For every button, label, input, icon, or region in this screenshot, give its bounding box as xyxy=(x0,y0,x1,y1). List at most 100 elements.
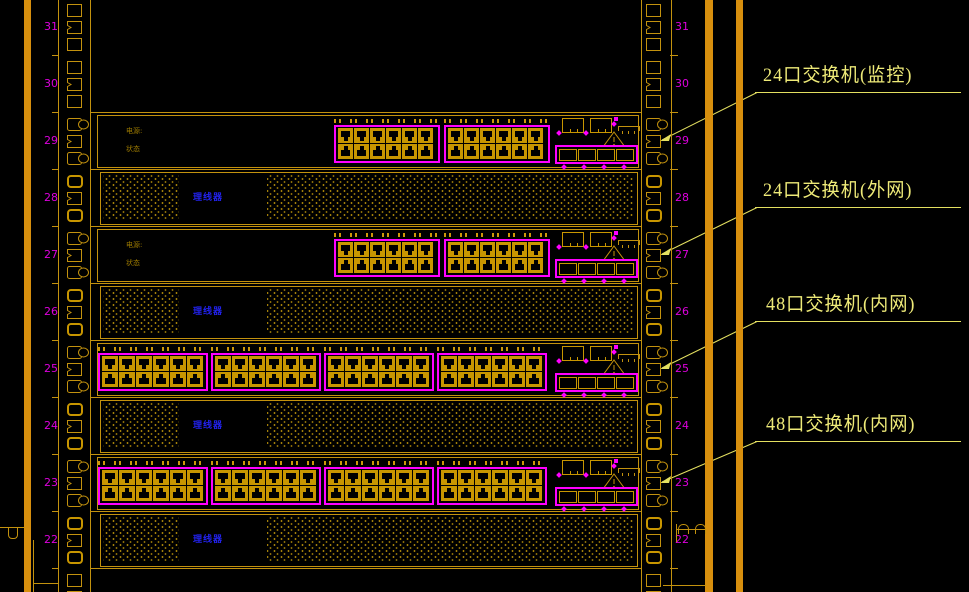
rj45-port xyxy=(526,470,542,485)
cable-manager-panel: 理线器 xyxy=(100,400,638,453)
rj45-tab xyxy=(359,137,364,141)
rack-unit-number-left: 25 xyxy=(44,362,58,375)
rj45-tab xyxy=(515,479,519,483)
rj45-tab xyxy=(289,479,293,483)
rj45-tab xyxy=(498,374,502,378)
rj45-slot xyxy=(357,245,366,251)
rj45-slot xyxy=(399,359,409,365)
rj45-tab xyxy=(334,479,338,483)
rj45-slot xyxy=(531,150,540,156)
vent-tick xyxy=(622,359,623,362)
rj45-slot xyxy=(190,473,200,479)
callout-label-switch48-intranet-1: 48口交换机(内网) xyxy=(766,294,916,315)
rj45-slot xyxy=(139,359,149,365)
screw-hole xyxy=(67,494,89,507)
mounting-hole-slot xyxy=(646,192,670,205)
screw-hole xyxy=(67,460,89,473)
rj45-port xyxy=(396,372,412,387)
rj45-tab xyxy=(343,251,348,255)
rj45-port xyxy=(249,470,265,485)
rj45-tab xyxy=(469,251,474,255)
rack-unit-number-right: 24 xyxy=(675,419,689,432)
rj45-slot xyxy=(499,150,508,156)
rj45-slot xyxy=(235,378,245,384)
cage-nut-hole xyxy=(67,249,82,262)
mounting-hole xyxy=(67,289,83,302)
rj45-tab xyxy=(142,365,146,369)
mounting-hole-slot xyxy=(67,437,91,450)
switch-face-text: 电源: xyxy=(126,127,143,135)
console-port-notch xyxy=(598,129,606,132)
rj45-tab xyxy=(469,260,474,264)
rj45-port xyxy=(187,372,203,387)
mounting-hole xyxy=(67,61,82,74)
sfp-slot-strip xyxy=(555,373,638,392)
frame-line xyxy=(670,283,678,284)
rj45-tab xyxy=(498,365,502,369)
vent-tick xyxy=(628,131,629,134)
screw-hole xyxy=(67,380,89,393)
mounting-hole xyxy=(646,403,662,416)
rj45-slot xyxy=(139,473,149,479)
frame-line xyxy=(52,169,59,170)
mounting-hole-slot xyxy=(646,232,670,245)
cage-nut-hole xyxy=(646,306,661,319)
mounting-hole-slot xyxy=(646,551,670,564)
mounting-hole-slot xyxy=(67,289,91,302)
rack-unit-number-right: 30 xyxy=(675,77,689,90)
console-port xyxy=(562,460,584,475)
rj45-slot xyxy=(156,473,166,479)
rj45-tab xyxy=(485,137,490,141)
rj45-slot xyxy=(495,492,505,498)
rj45-port xyxy=(448,144,463,159)
vent-tick xyxy=(628,473,629,476)
rj45-tab xyxy=(108,479,112,483)
rj45-tab xyxy=(407,137,412,141)
mounting-hole-slot xyxy=(646,175,670,188)
diamond-marker xyxy=(556,130,562,136)
rj45-slot xyxy=(478,359,488,365)
rj45-port xyxy=(300,470,316,485)
vent-tick xyxy=(622,473,623,476)
rj45-port xyxy=(509,470,525,485)
rj45-port xyxy=(232,486,248,501)
rj45-slot xyxy=(105,492,115,498)
rj45-port xyxy=(464,144,479,159)
mounting-hole-slot xyxy=(67,61,91,74)
rj45-tab xyxy=(272,479,276,483)
rj45-slot xyxy=(373,131,382,137)
rj45-tab xyxy=(447,365,451,369)
rj45-tab xyxy=(407,260,412,264)
rj45-tab xyxy=(368,365,372,369)
switch-uplink-section xyxy=(554,116,640,170)
rj45-port xyxy=(215,372,231,387)
cage-nut-hole xyxy=(646,21,661,34)
port-group xyxy=(444,125,550,163)
rj45-tab xyxy=(272,374,276,378)
rj45-slot xyxy=(139,492,149,498)
mounting-hole-slot xyxy=(646,38,670,51)
mounting-hole-slot xyxy=(67,21,91,34)
rj45-port xyxy=(187,486,203,501)
rj45-tab xyxy=(193,488,197,492)
console-port-notch xyxy=(570,243,578,246)
rj45-tab xyxy=(255,488,259,492)
port-group xyxy=(98,467,208,505)
console-port-notch xyxy=(570,129,578,132)
rj45-tab xyxy=(481,479,485,483)
rj45-slot xyxy=(365,359,375,365)
frame-line xyxy=(670,112,678,113)
rj45-port xyxy=(418,242,433,257)
rj45-tab xyxy=(108,374,112,378)
sfp-slot xyxy=(597,263,615,275)
mounting-hole xyxy=(67,323,83,336)
rj45-port xyxy=(528,242,543,257)
vent-tick xyxy=(628,359,629,362)
rj45-slot xyxy=(331,359,341,365)
mounting-hole xyxy=(67,209,83,222)
frame-line xyxy=(90,226,641,227)
rj45-slot xyxy=(478,492,488,498)
mounting-hole xyxy=(67,38,82,51)
mounting-hole-slot xyxy=(646,460,670,473)
rj45-port xyxy=(448,128,463,143)
